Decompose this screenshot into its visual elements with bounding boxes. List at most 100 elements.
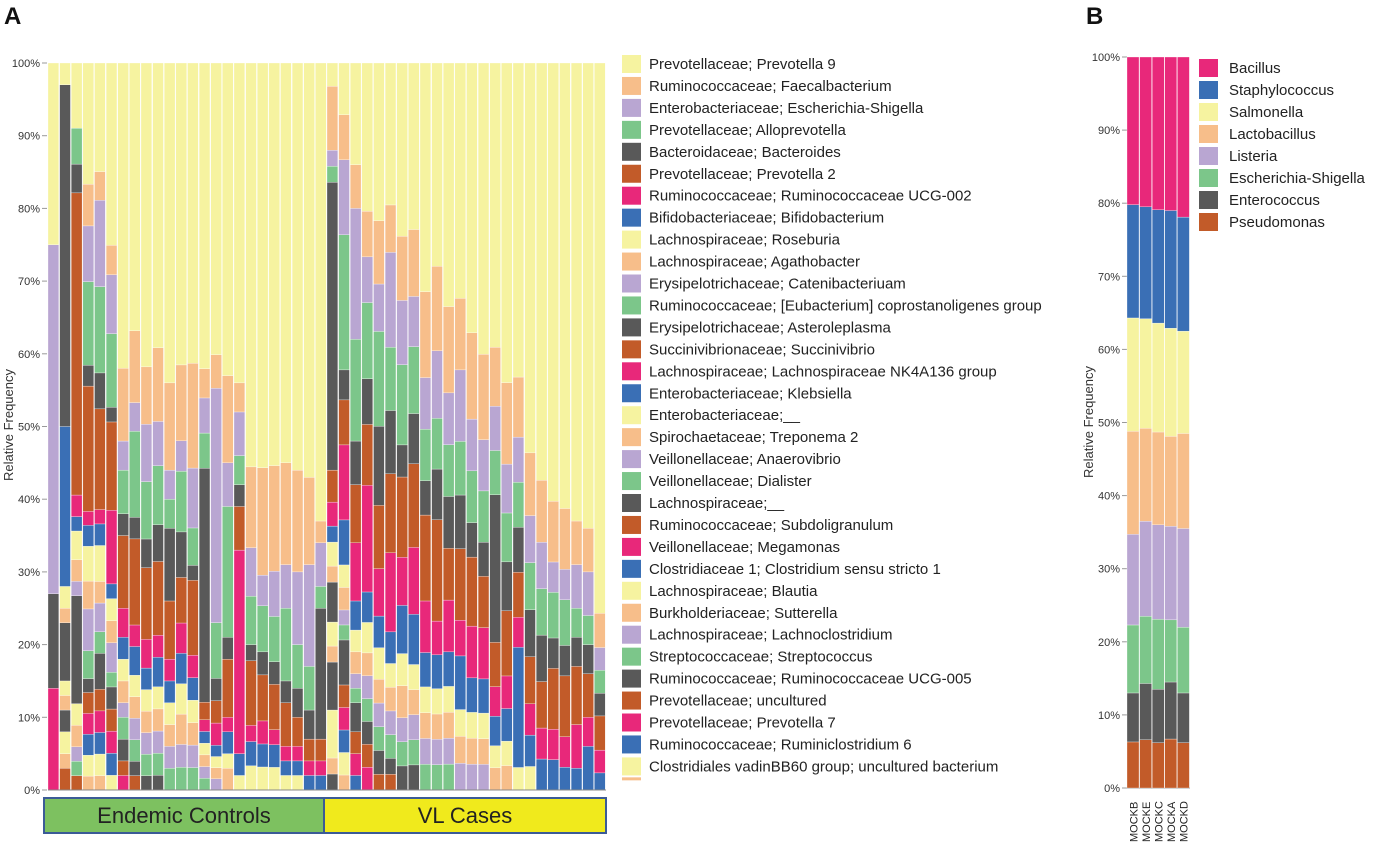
panel-a-bar-segment	[512, 376, 524, 438]
panel-a-sample-bar	[291, 62, 304, 791]
panel-a-bar-segment	[547, 561, 559, 593]
panel-a-bar-segment	[315, 775, 327, 791]
panel-a-bar-segment	[419, 712, 431, 739]
panel-a-bar-segment	[210, 778, 222, 791]
panel-b-bar-segment	[1164, 738, 1177, 789]
panel-a-bar-segment	[280, 702, 292, 747]
panel-a-bar-segment	[222, 658, 234, 718]
panel-a-bar-segment	[117, 760, 129, 776]
panel-b-sample-bar	[1177, 56, 1190, 789]
panel-a-bar-segment	[152, 561, 164, 636]
panel-a-legend-swatch	[622, 581, 641, 600]
panel-a-y-title: Relative Frequency	[1, 369, 16, 481]
panel-b-y-tick: 40%	[1098, 491, 1120, 503]
panel-a-bar-segment	[187, 655, 199, 678]
panel-a-sample-bar	[338, 62, 350, 791]
panel-a-bar-segment	[419, 428, 431, 481]
panel-a-bar-segment	[82, 775, 94, 791]
panel-a-bar-segment	[350, 753, 362, 776]
panel-a-bar-segment	[94, 653, 106, 690]
panel-a-bar-segment	[443, 444, 455, 497]
panel-a-bar-segment	[129, 402, 141, 432]
panel-a-bar-segment	[350, 62, 362, 165]
panel-a-bar-segment	[326, 501, 338, 527]
panel-a-bar-segment	[524, 452, 536, 516]
panel-a-bar-segment	[408, 346, 420, 414]
panel-a-y-tick: 10%	[18, 712, 40, 724]
panel-b-legend-label: Bacillus	[1229, 60, 1281, 77]
panel-b-bar-segment	[1177, 692, 1190, 743]
panel-b-bar-segment	[1164, 681, 1177, 740]
panel-b-bar-segment	[1152, 689, 1165, 743]
panel-a-y-tick: 0%	[24, 785, 40, 797]
panel-a-bar-segment	[466, 763, 478, 791]
panel-b-bar-segment	[1177, 742, 1190, 789]
panel-a-sample-bar	[105, 62, 118, 791]
panel-a-bar-segment	[431, 620, 443, 656]
panel-a-bar-segment	[419, 62, 431, 292]
panel-a-bar-segment	[268, 684, 280, 730]
panel-a-legend-swatch	[622, 735, 641, 754]
panel-a-bar-segment	[501, 610, 513, 677]
panel-a-legend-swatch	[622, 515, 641, 534]
panel-a-bar-segment	[198, 766, 211, 779]
panel-a-sample-bar	[280, 62, 292, 791]
panel-b-bar-segment	[1139, 739, 1152, 789]
panel-a-bar-segment	[570, 666, 583, 725]
panel-a-bar-segment	[373, 220, 385, 285]
panel-a-legend: Prevotellaceae; Prevotella 9 Ruminococcac…	[622, 55, 1042, 781]
panel-a-bar-segment	[233, 506, 245, 551]
panel-a-bar-segment	[512, 767, 524, 791]
panel-a-bar-segment	[384, 552, 397, 633]
panel-a-bar-segment	[582, 528, 594, 573]
panel-a-bar-segment	[570, 564, 583, 609]
panel-a-bar-segment	[82, 692, 94, 714]
panel-a-bar-segment	[291, 62, 304, 471]
panel-a-sample-bar	[140, 62, 152, 791]
panel-a-bar-segment	[94, 545, 106, 582]
panel-a-bar-segment	[94, 602, 106, 632]
panel-a-bar-segment	[315, 608, 327, 740]
panel-a-legend-swatch	[622, 55, 641, 73]
panel-a-bar-segment	[477, 490, 490, 543]
panel-a-bar-segment	[477, 678, 490, 714]
panel-a-bar-segment	[338, 399, 350, 446]
panel-a-bar-segment	[373, 426, 385, 506]
panel-a-bar-segment	[559, 645, 571, 677]
panel-a-bar-segment	[291, 760, 304, 776]
panel-a-bar-segment	[431, 62, 443, 267]
panel-a-bar-segment	[222, 506, 234, 638]
panel-a-bar-segment	[501, 62, 513, 383]
panel-a-bar-segment	[350, 629, 362, 653]
panel-a-bar-segment	[570, 768, 583, 791]
panel-b-bar-segment	[1139, 521, 1152, 617]
panel-a-legend-swatch	[622, 296, 641, 315]
panel-a-bar-segment	[396, 653, 408, 686]
panel-b-sample-bar	[1139, 56, 1152, 789]
panel-a-bar-segment	[454, 369, 466, 442]
panel-a-bar-segment	[466, 677, 478, 713]
panel-b-bar-segment	[1126, 741, 1140, 789]
panel-a-bar-segment	[477, 542, 490, 577]
panel-a-bar-segment	[384, 347, 397, 411]
panel-a-bar-segment	[350, 440, 362, 485]
panel-a-sample-bar	[443, 62, 455, 791]
panel-a-bar-segment	[338, 519, 350, 566]
panel-a-bar-segment	[454, 548, 466, 621]
panel-a-bar-segment	[501, 708, 513, 742]
panel-a-y-tick: 70%	[18, 276, 40, 288]
panel-a-legend-swatch	[622, 603, 641, 622]
panel-a-sample-bar	[431, 62, 443, 791]
panel-a-bar-segment	[94, 200, 106, 287]
panel-a-bar-segment	[105, 775, 118, 791]
panel-a-bar-segment	[59, 709, 71, 732]
panel-a-bar-segment	[315, 62, 327, 522]
panel-a-bar-segment	[117, 535, 129, 609]
panel-a-sample-bar	[210, 62, 222, 791]
panel-a-y-tick: 50%	[18, 422, 40, 434]
panel-a-bar-segment	[489, 745, 501, 769]
panel-a-legend-label: Enterobacteriaceae; Escherichia-Shigella	[649, 100, 924, 117]
panel-a-legend-swatch-partial	[622, 777, 641, 781]
panel-a-bar-segment	[198, 432, 211, 469]
